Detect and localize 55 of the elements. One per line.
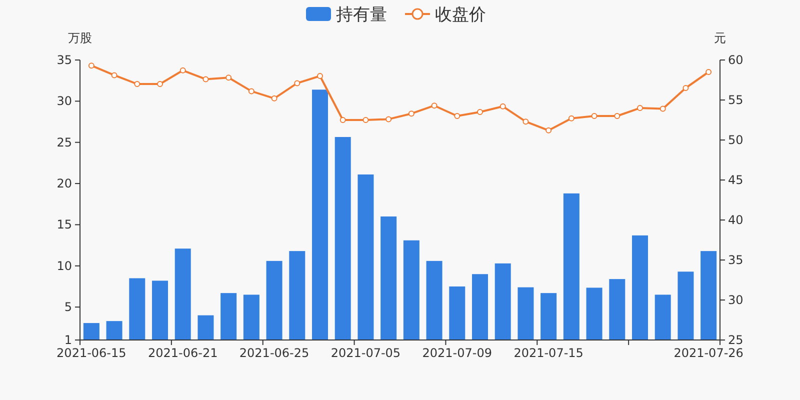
point (111, 72, 118, 78)
y-tick-label: 15 (56, 218, 72, 232)
point (637, 105, 643, 111)
legend-label: 持有量 (336, 5, 387, 25)
y-tick-label: 20 (56, 176, 72, 191)
point (271, 95, 278, 102)
point (591, 113, 598, 119)
y2-tick-label: 60 (728, 53, 744, 67)
y-tick-label: 25 (56, 135, 72, 150)
point (88, 62, 94, 69)
point (408, 110, 414, 117)
y2-tick-label: 25 (728, 333, 744, 347)
x-tick-label: 2021-07-09 (422, 346, 492, 360)
point (431, 102, 438, 109)
point (500, 103, 506, 110)
point (294, 80, 300, 86)
y-tick-label: 30 (56, 94, 72, 108)
x-tick-label: 2021-07-26 (674, 346, 744, 360)
legend-label: 收盘价 (435, 5, 486, 25)
x-tick-label: 2021-06-15 (56, 346, 126, 360)
point (248, 88, 254, 94)
point (134, 81, 140, 87)
y-tick-label: 5 (64, 300, 72, 314)
point (706, 69, 712, 75)
x-tick-label: 2021-06-25 (239, 346, 310, 360)
point (362, 117, 369, 123)
y-tick-label: 10 (56, 258, 72, 273)
y2-tick-label: 50 (728, 133, 744, 147)
x-tick-label: 2021-06-21 (148, 346, 218, 360)
point (522, 118, 529, 125)
point (386, 116, 392, 122)
point (454, 113, 460, 119)
y-axis-title: 万股 (68, 31, 92, 45)
y2-tick-label: 35 (728, 253, 744, 267)
point (317, 73, 323, 79)
point (226, 74, 232, 81)
y2-tick-label: 45 (728, 173, 744, 187)
point (614, 113, 620, 119)
point (546, 127, 552, 134)
x-tick-label: 2021-07-05 (330, 346, 401, 360)
point (202, 76, 209, 82)
point (340, 117, 346, 123)
point (477, 109, 483, 115)
point (682, 85, 689, 91)
point (180, 67, 186, 74)
y-tick-label: 1 (64, 333, 72, 347)
point (157, 81, 163, 87)
y2-tick-label: 55 (728, 93, 744, 107)
point (660, 106, 666, 112)
point (568, 115, 574, 122)
y-tick-label: 35 (56, 53, 72, 67)
y2-tick-label: 40 (728, 213, 744, 227)
y2-axis-title: 元 (714, 31, 726, 45)
x-tick-label: 2021-07-15 (514, 346, 584, 360)
y2-tick-label: 30 (728, 293, 744, 307)
